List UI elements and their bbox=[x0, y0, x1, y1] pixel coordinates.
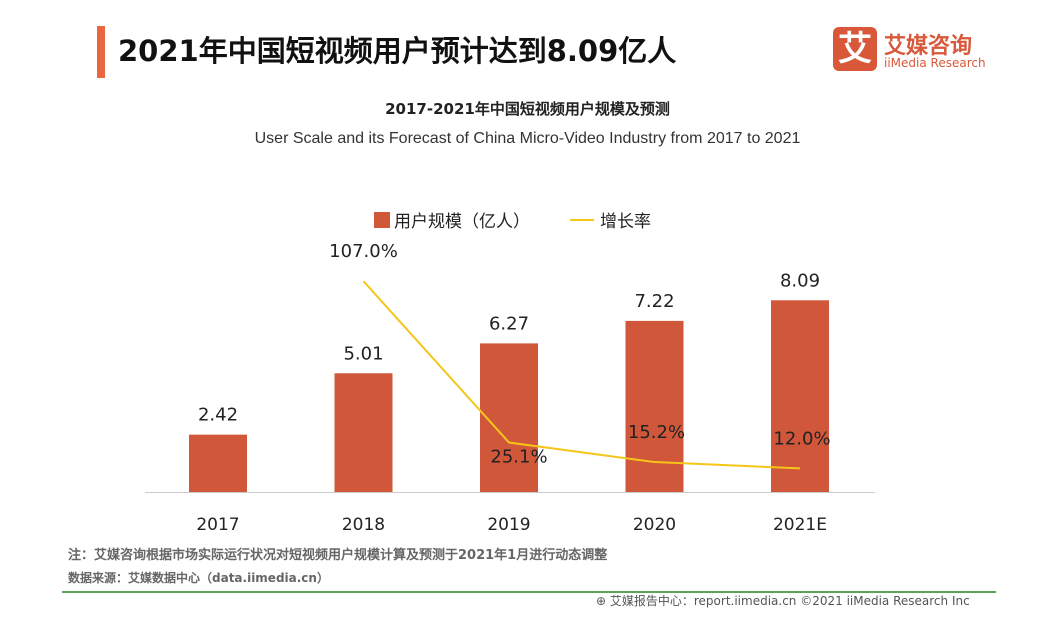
rate-label-2021E: 12.0% bbox=[773, 428, 830, 449]
bar-2017 bbox=[189, 434, 247, 492]
bar-2021E bbox=[771, 300, 829, 492]
legend-line-label: 增长率 bbox=[600, 212, 651, 232]
legend-bar-label: 用户规模（亿人） bbox=[394, 212, 530, 232]
bar-label-2021E: 8.09 bbox=[780, 270, 820, 291]
x-tick-2020: 2020 bbox=[633, 515, 676, 535]
rate-label-2019: 25.1% bbox=[490, 447, 547, 468]
bar-label-2018: 5.01 bbox=[343, 343, 383, 364]
logo-text-en: iiMedia Research bbox=[884, 56, 986, 70]
growth-rate-line bbox=[362, 280, 801, 470]
title-accent-bar bbox=[97, 26, 105, 78]
bar-label-2019: 6.27 bbox=[489, 313, 529, 334]
bar-2019 bbox=[480, 343, 538, 492]
logo-mark: 艾 bbox=[833, 27, 877, 71]
globe-icon: ⊕ bbox=[596, 594, 610, 608]
chart-subtitle: User Scale and its Forecast of China Mic… bbox=[254, 130, 801, 147]
bar-2020 bbox=[625, 320, 684, 492]
chart-title: 2017-2021年中国短视频用户规模及预测 bbox=[385, 100, 670, 118]
bar-label-2020: 7.22 bbox=[634, 291, 674, 312]
footer-divider bbox=[62, 591, 996, 593]
x-tick-2021E: 2021E bbox=[773, 515, 827, 535]
x-tick-2017: 2017 bbox=[196, 515, 239, 535]
rate-label-2018: 107.0% bbox=[329, 241, 398, 262]
footer-credit: ⊕ 艾媒报告中心：report.iimedia.cn ©2021 iiMedia… bbox=[596, 594, 970, 608]
x-tick-2019: 2019 bbox=[487, 515, 530, 535]
footnote: 注：艾媒咨询根据市场实际运行状况对短视频用户规模计算及预测于2021年1月进行动… bbox=[68, 548, 608, 563]
x-tick-2018: 2018 bbox=[342, 515, 385, 535]
legend-bar-swatch bbox=[374, 212, 390, 228]
data-source: 数据来源：艾媒数据中心（data.iimedia.cn） bbox=[68, 571, 329, 585]
bar-2018 bbox=[334, 373, 393, 492]
page-title: 2021年中国短视频用户预计达到8.09亿人 bbox=[118, 34, 677, 68]
bar-label-2017: 2.42 bbox=[198, 405, 238, 426]
legend-line-swatch bbox=[570, 219, 594, 221]
logo-text-cn: 艾媒咨询 bbox=[884, 34, 973, 59]
rate-label-2020: 15.2% bbox=[628, 422, 685, 443]
